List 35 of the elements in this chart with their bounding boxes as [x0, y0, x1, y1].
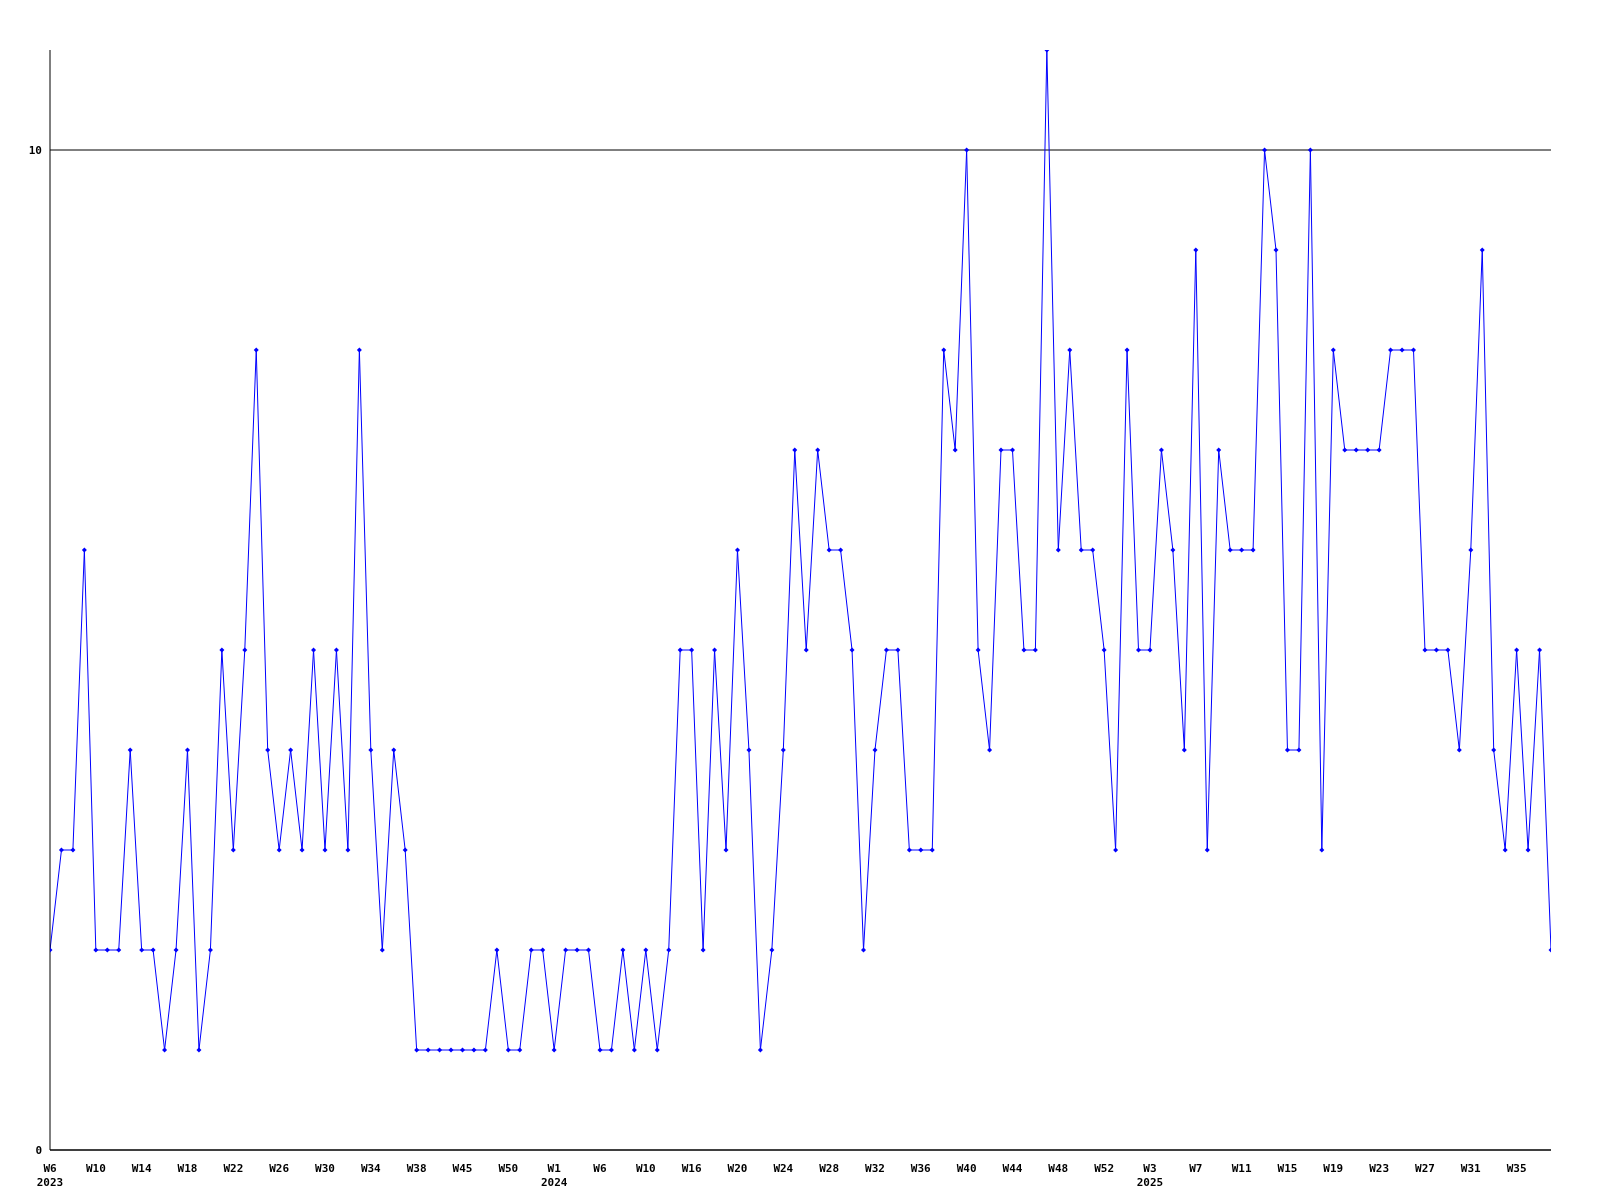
x-tick-label: W23: [1369, 1161, 1390, 1175]
x-tick-label: W15: [1277, 1161, 1298, 1175]
x-tick-label: W24: [773, 1161, 794, 1175]
y-tick-label: 10: [28, 143, 42, 157]
x-tick-label: W40: [956, 1161, 977, 1175]
x-tick-label: W14: [131, 1161, 152, 1175]
x-tick-label: W38: [406, 1161, 427, 1175]
y-tick-label: 0: [35, 1143, 42, 1157]
x-tick-label: W44: [1002, 1161, 1023, 1175]
x-tick-label: W48: [1048, 1161, 1069, 1175]
x-tick-label: W31: [1460, 1161, 1482, 1175]
x-tick-label: W34: [360, 1161, 382, 1175]
x-tick-label: W50: [498, 1161, 519, 1175]
x-tick-label: W35: [1506, 1161, 1527, 1175]
x-tick-label: W7: [1189, 1161, 1203, 1175]
x-tick-label: W27: [1415, 1161, 1435, 1175]
x-tick-label: W36: [910, 1161, 932, 1175]
x-tick-label: W32: [865, 1161, 885, 1175]
x-tick-label: W6: [593, 1161, 607, 1175]
x-tick-label: W3 2025: [1136, 1161, 1164, 1190]
x-tick-label: W11: [1231, 1161, 1252, 1175]
x-tick-label: W20: [727, 1161, 748, 1175]
x-tick-label: W52: [1094, 1161, 1115, 1175]
x-tick-label: W10: [635, 1161, 656, 1175]
x-tick-label: W16: [681, 1161, 702, 1175]
x-tick-label: W1 2024: [540, 1161, 568, 1190]
x-tick-label: W18: [177, 1161, 198, 1175]
x-tick-label: W10: [85, 1161, 106, 1175]
x-tick-label: W28: [819, 1161, 840, 1175]
x-tick-label: W19: [1323, 1161, 1344, 1175]
x-tick-label: W26: [269, 1161, 290, 1175]
x-tick-label: W30: [315, 1161, 335, 1175]
x-tick-label: W22: [223, 1161, 244, 1175]
x-tick-label: W45: [452, 1161, 473, 1175]
x-tick-label: W6 2023: [36, 1161, 64, 1190]
